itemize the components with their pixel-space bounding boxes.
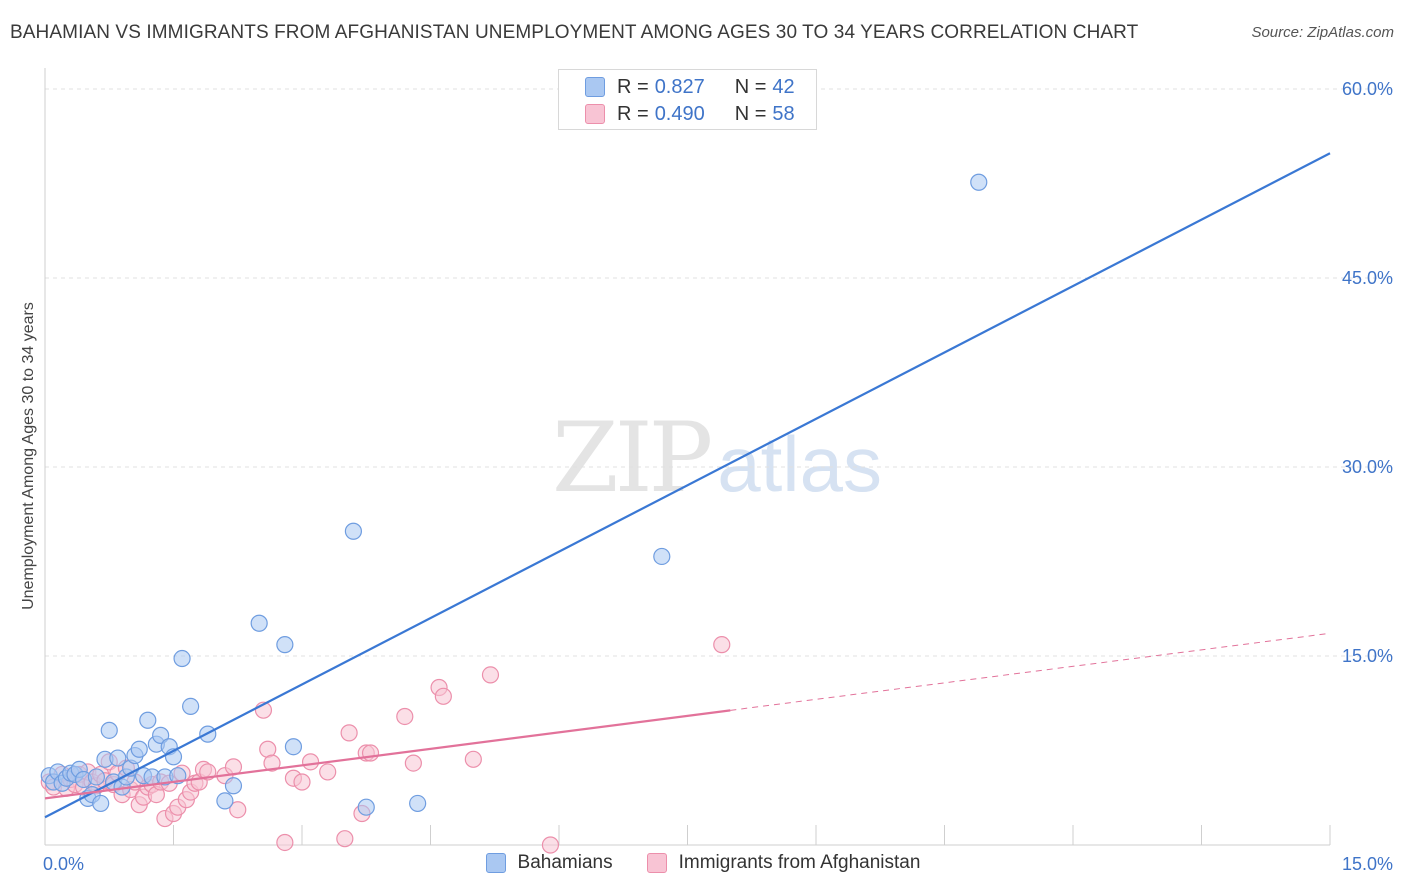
bahamians-point	[109, 749, 127, 767]
bahamians-point	[152, 726, 170, 744]
bottom-legend-label: Immigrants from Afghanistan	[678, 852, 921, 873]
bottom-legend-item-bahamians: Bahamians	[485, 852, 613, 874]
bottom-legend-swatch-bahamians	[485, 853, 506, 873]
afghanistan-point	[713, 636, 731, 654]
legend-n-value: 42	[772, 75, 795, 98]
afghanistan-point	[276, 833, 294, 852]
chart-title: BAHAMIAN VS IMMIGRANTS FROM AFGHANISTAN …	[10, 22, 1139, 43]
afghanistan-point	[336, 830, 354, 848]
bahamians-point	[344, 522, 362, 540]
legend-r-value: 0.827	[654, 75, 705, 98]
bahamians-point	[653, 547, 671, 566]
bahamians-point	[182, 697, 200, 716]
bahamians-point	[276, 636, 294, 654]
y-tick-label: 60.0%	[1342, 79, 1393, 99]
afghanistan-point	[301, 753, 320, 771]
legend-n-label: N =	[734, 102, 767, 125]
legend-r-label: R =	[617, 75, 649, 98]
bahamians-point	[357, 798, 375, 816]
afghanistan-point	[396, 707, 414, 726]
y-tick-label: 15.0%	[1342, 646, 1393, 666]
legend-n-label: N =	[734, 75, 767, 98]
bottom-legend-item-afghanistan: Immigrants from Afghanistan	[646, 852, 921, 874]
x-tick-label: 15.0%	[1342, 854, 1393, 874]
watermark-atlas: atlas	[717, 420, 882, 508]
legend-swatch-bahamians	[585, 77, 605, 97]
tick-label-layer: 15.0% 30.0% 45.0% 60.0% 0.0% 15.0%	[43, 79, 1393, 874]
bahamians-point	[130, 740, 148, 758]
legend-r-value: 0.490	[654, 102, 705, 125]
legend: R = 0.827 N = 42 R = 0.490 N = 58	[558, 69, 817, 130]
legend-r-label: R =	[617, 102, 649, 125]
legend-row-bahamians: R = 0.827 N = 42	[585, 75, 795, 99]
afghanistan-point	[293, 773, 311, 791]
bahamians-point	[970, 173, 988, 191]
trend-layer	[44, 152, 1331, 819]
y-tick-label: 30.0%	[1342, 457, 1393, 477]
legend-swatch-afghanistan	[585, 104, 605, 124]
afghanistan-point	[229, 801, 247, 819]
bahamians-point	[250, 614, 268, 632]
afghanistan-point	[263, 754, 281, 772]
afghanistan-point	[434, 687, 452, 705]
afghanistan-point	[361, 744, 380, 762]
bottom-legend: Bahamians Immigrants from Afghanistan	[0, 852, 1406, 874]
bahamians-point	[100, 721, 118, 739]
watermark: ZIP atlas	[552, 402, 882, 514]
points-layer	[40, 173, 988, 854]
bahamians-point	[173, 649, 191, 668]
bahamians-point	[92, 794, 110, 813]
afghanistan-point	[319, 763, 337, 781]
afghanistan-point	[481, 666, 500, 684]
bottom-legend-swatch-afghanistan	[646, 853, 667, 873]
y-tick-label: 45.0%	[1342, 268, 1393, 288]
legend-n-value: 58	[772, 102, 795, 125]
afghanistan-point	[464, 750, 482, 768]
bahamians-point	[409, 794, 427, 813]
chart-source: Source: ZipAtlas.com	[1251, 24, 1394, 41]
legend-row-afghanistan: R = 0.490 N = 58	[585, 102, 795, 126]
watermark-zip: ZIP	[552, 402, 713, 514]
bottom-legend-label: Bahamians	[517, 852, 613, 873]
bahamians-point	[224, 777, 243, 795]
afghanistan-point	[404, 754, 422, 772]
afghanistan-point	[541, 836, 560, 854]
grid-layer	[45, 88, 1392, 657]
bahamians-point	[284, 738, 303, 756]
bahamians-point	[216, 792, 234, 810]
afghanistan-trend-line-dashed	[730, 632, 1331, 711]
afghanistan-point	[340, 724, 358, 742]
axis-layer	[44, 68, 1331, 846]
bahamians-point	[169, 767, 187, 785]
afghanistan-trend-line	[44, 709, 731, 800]
x-tick-label: 0.0%	[43, 854, 84, 874]
bahamians-point	[87, 768, 106, 786]
bahamians-trend-line	[44, 152, 1331, 819]
bahamians-point	[139, 711, 157, 729]
